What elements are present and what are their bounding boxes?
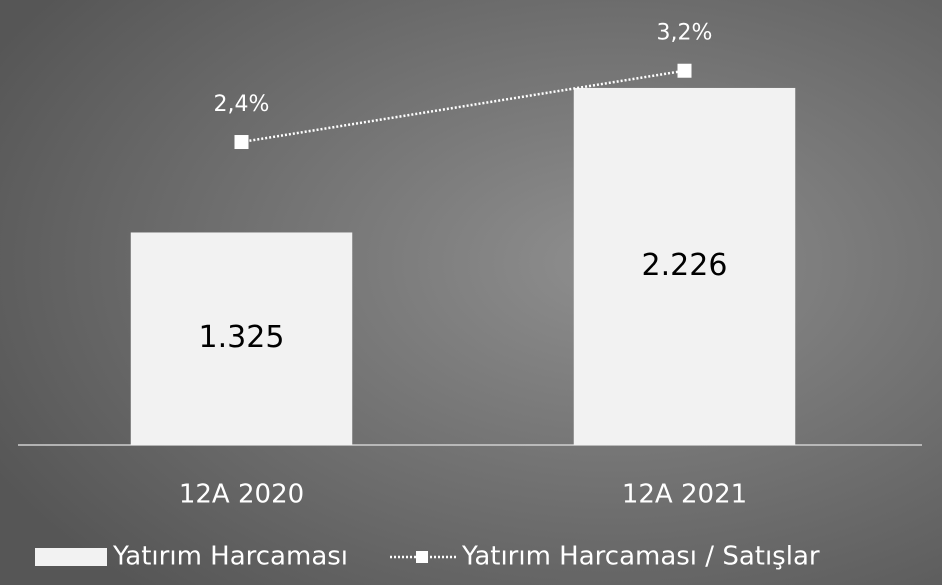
data-label: 3,2% xyxy=(657,21,713,46)
x-tick-label: 12A 2021 xyxy=(622,480,747,510)
legend-label: Yatırım Harcaması / Satışlar xyxy=(461,542,820,572)
bar xyxy=(573,87,796,446)
x-tick-label: 12A 2020 xyxy=(179,480,304,510)
line xyxy=(241,69,685,144)
data-label: 1.325 xyxy=(199,320,285,355)
legend-label: Yatırım Harcaması xyxy=(112,542,348,572)
data-label: 2,4% xyxy=(214,92,270,117)
line-marker xyxy=(234,135,249,150)
data-label: 2.226 xyxy=(642,248,728,283)
bar xyxy=(130,232,353,445)
line-marker xyxy=(677,63,692,78)
legend-marker xyxy=(416,551,429,563)
legend-swatch xyxy=(35,548,107,566)
